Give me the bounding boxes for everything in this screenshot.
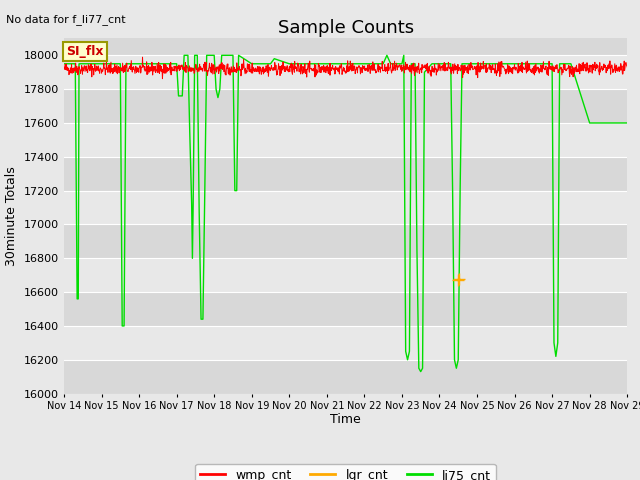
Y-axis label: 30minute Totals: 30minute Totals xyxy=(5,166,19,266)
Legend: wmp_cnt, lgr_cnt, li75_cnt: wmp_cnt, lgr_cnt, li75_cnt xyxy=(195,464,496,480)
Text: SI_flx: SI_flx xyxy=(66,45,104,58)
Title: Sample Counts: Sample Counts xyxy=(278,19,413,37)
Bar xyxy=(64,123,627,157)
Bar xyxy=(64,258,627,292)
Bar xyxy=(64,326,627,360)
Bar xyxy=(64,191,627,225)
Bar xyxy=(64,225,627,258)
Bar xyxy=(64,157,627,191)
Text: No data for f_li77_cnt: No data for f_li77_cnt xyxy=(6,14,126,25)
X-axis label: Time: Time xyxy=(330,413,361,426)
Bar xyxy=(64,360,627,394)
Bar xyxy=(64,292,627,326)
Bar xyxy=(64,55,627,89)
Bar xyxy=(64,89,627,123)
